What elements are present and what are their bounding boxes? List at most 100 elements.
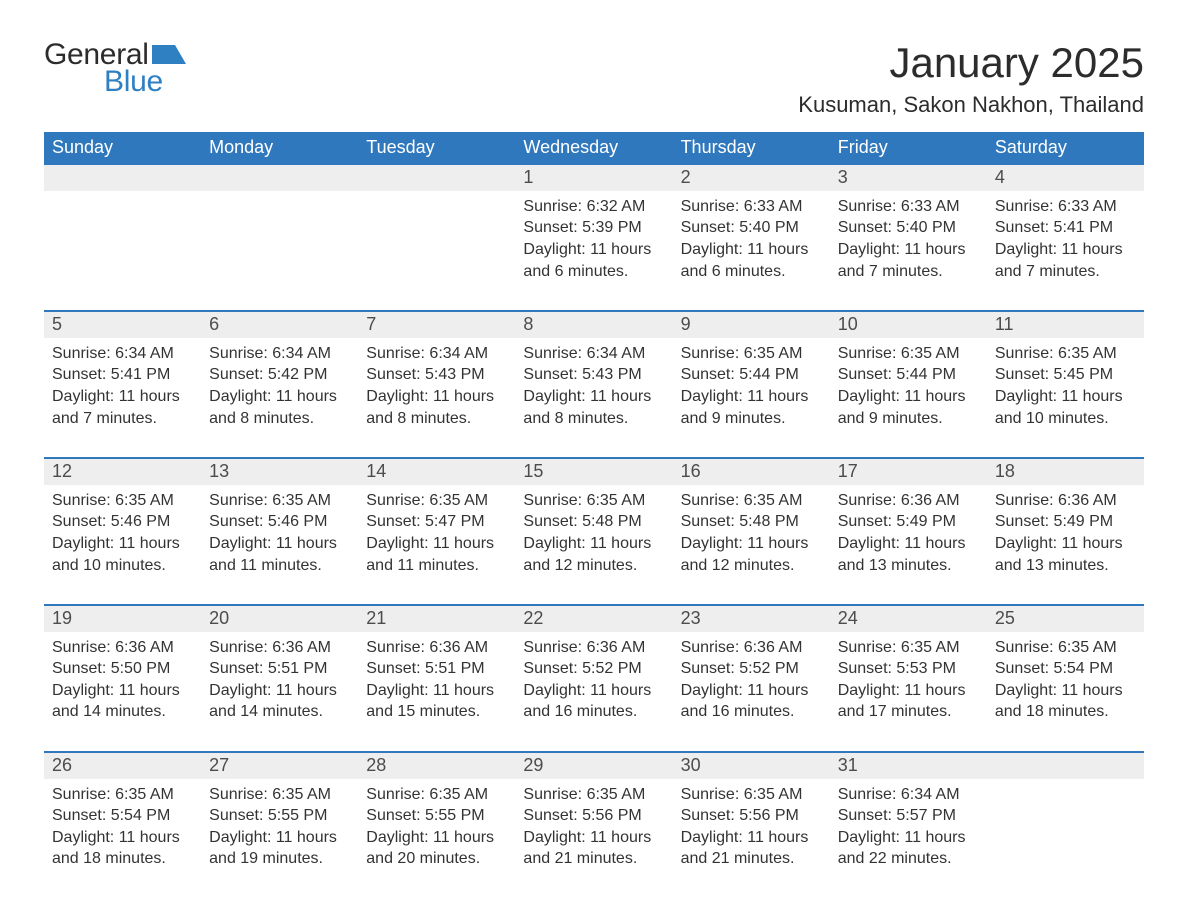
day-detail-cell: Sunrise: 6:35 AMSunset: 5:46 PMDaylight:… xyxy=(44,485,201,605)
brand-name-2: Blue xyxy=(104,67,186,97)
day-detail-row: Sunrise: 6:35 AMSunset: 5:54 PMDaylight:… xyxy=(44,779,1144,878)
day-number-cell: 23 xyxy=(673,605,830,632)
day-number-cell xyxy=(44,164,201,191)
day-detail-line: Sunset: 5:49 PM xyxy=(838,511,979,533)
day-detail-line: Sunset: 5:46 PM xyxy=(209,511,350,533)
day-number-cell xyxy=(358,164,515,191)
day-number-cell: 30 xyxy=(673,752,830,779)
day-detail-line: Sunset: 5:54 PM xyxy=(52,805,193,827)
day-detail-line: Sunrise: 6:35 AM xyxy=(681,784,822,806)
day-detail-cell: Sunrise: 6:36 AMSunset: 5:50 PMDaylight:… xyxy=(44,632,201,752)
day-detail-cell: Sunrise: 6:32 AMSunset: 5:39 PMDaylight:… xyxy=(515,191,672,311)
day-detail-cell: Sunrise: 6:34 AMSunset: 5:41 PMDaylight:… xyxy=(44,338,201,458)
day-number-row: 262728293031 xyxy=(44,752,1144,779)
day-number-cell: 10 xyxy=(830,311,987,338)
day-detail-line: Daylight: 11 hours and 21 minutes. xyxy=(523,827,664,870)
day-detail-cell xyxy=(201,191,358,311)
day-detail-line: Sunrise: 6:35 AM xyxy=(52,784,193,806)
day-detail-row: Sunrise: 6:34 AMSunset: 5:41 PMDaylight:… xyxy=(44,338,1144,458)
day-detail-line: Daylight: 11 hours and 12 minutes. xyxy=(523,533,664,576)
day-detail-line: Daylight: 11 hours and 9 minutes. xyxy=(681,386,822,429)
day-detail-line: Daylight: 11 hours and 6 minutes. xyxy=(523,239,664,282)
day-number-cell: 27 xyxy=(201,752,358,779)
day-number-row: 19202122232425 xyxy=(44,605,1144,632)
day-detail-line: Sunset: 5:50 PM xyxy=(52,658,193,680)
day-detail-line: Sunrise: 6:35 AM xyxy=(366,490,507,512)
day-detail-line: Daylight: 11 hours and 19 minutes. xyxy=(209,827,350,870)
day-detail-line: Sunrise: 6:35 AM xyxy=(523,490,664,512)
day-detail-line: Sunset: 5:40 PM xyxy=(838,217,979,239)
day-detail-line: Sunset: 5:55 PM xyxy=(209,805,350,827)
day-detail-line: Daylight: 11 hours and 17 minutes. xyxy=(838,680,979,723)
day-number-cell: 26 xyxy=(44,752,201,779)
day-detail-line: Daylight: 11 hours and 18 minutes. xyxy=(52,827,193,870)
day-detail-line: Sunset: 5:41 PM xyxy=(52,364,193,386)
day-number-cell: 4 xyxy=(987,164,1144,191)
day-detail-cell: Sunrise: 6:34 AMSunset: 5:42 PMDaylight:… xyxy=(201,338,358,458)
day-detail-line: Sunset: 5:55 PM xyxy=(366,805,507,827)
day-detail-cell: Sunrise: 6:33 AMSunset: 5:40 PMDaylight:… xyxy=(830,191,987,311)
day-detail-row: Sunrise: 6:36 AMSunset: 5:50 PMDaylight:… xyxy=(44,632,1144,752)
day-of-week-header-row: Sunday Monday Tuesday Wednesday Thursday… xyxy=(44,132,1144,164)
day-detail-line: Sunset: 5:52 PM xyxy=(681,658,822,680)
day-detail-line: Sunset: 5:40 PM xyxy=(681,217,822,239)
day-detail-cell: Sunrise: 6:33 AMSunset: 5:40 PMDaylight:… xyxy=(673,191,830,311)
day-detail-line: Daylight: 11 hours and 14 minutes. xyxy=(209,680,350,723)
day-detail-line: Daylight: 11 hours and 9 minutes. xyxy=(838,386,979,429)
day-detail-line: Sunrise: 6:34 AM xyxy=(838,784,979,806)
day-detail-line: Sunrise: 6:36 AM xyxy=(209,637,350,659)
day-detail-line: Daylight: 11 hours and 11 minutes. xyxy=(366,533,507,576)
day-detail-line: Sunrise: 6:34 AM xyxy=(523,343,664,365)
day-detail-cell: Sunrise: 6:35 AMSunset: 5:46 PMDaylight:… xyxy=(201,485,358,605)
dow-header: Friday xyxy=(830,132,987,164)
day-number-row: 12131415161718 xyxy=(44,458,1144,485)
day-number-cell: 2 xyxy=(673,164,830,191)
day-detail-line: Sunset: 5:56 PM xyxy=(681,805,822,827)
day-detail-line: Daylight: 11 hours and 8 minutes. xyxy=(523,386,664,429)
location-subtitle: Kusuman, Sakon Nakhon, Thailand xyxy=(798,92,1144,118)
day-number-cell: 17 xyxy=(830,458,987,485)
day-detail-line: Daylight: 11 hours and 10 minutes. xyxy=(995,386,1136,429)
day-detail-line: Sunrise: 6:34 AM xyxy=(366,343,507,365)
day-detail-line: Sunrise: 6:34 AM xyxy=(52,343,193,365)
day-detail-line: Sunrise: 6:35 AM xyxy=(366,784,507,806)
dow-header: Sunday xyxy=(44,132,201,164)
day-detail-cell: Sunrise: 6:35 AMSunset: 5:55 PMDaylight:… xyxy=(358,779,515,878)
day-detail-line: Daylight: 11 hours and 7 minutes. xyxy=(838,239,979,282)
day-detail-line: Daylight: 11 hours and 7 minutes. xyxy=(995,239,1136,282)
day-detail-line: Sunrise: 6:35 AM xyxy=(838,343,979,365)
day-detail-line: Sunrise: 6:36 AM xyxy=(838,490,979,512)
day-detail-line: Daylight: 11 hours and 15 minutes. xyxy=(366,680,507,723)
day-detail-line: Sunset: 5:41 PM xyxy=(995,217,1136,239)
day-detail-line: Sunrise: 6:35 AM xyxy=(838,637,979,659)
day-detail-cell: Sunrise: 6:36 AMSunset: 5:49 PMDaylight:… xyxy=(987,485,1144,605)
day-detail-line: Daylight: 11 hours and 10 minutes. xyxy=(52,533,193,576)
day-number-cell: 6 xyxy=(201,311,358,338)
day-detail-cell: Sunrise: 6:34 AMSunset: 5:57 PMDaylight:… xyxy=(830,779,987,878)
day-number-cell: 25 xyxy=(987,605,1144,632)
calendar-page: General Blue January 2025 Kusuman, Sakon… xyxy=(0,0,1188,918)
day-detail-line: Sunrise: 6:36 AM xyxy=(681,637,822,659)
day-detail-cell: Sunrise: 6:36 AMSunset: 5:49 PMDaylight:… xyxy=(830,485,987,605)
day-number-cell: 21 xyxy=(358,605,515,632)
day-detail-cell: Sunrise: 6:35 AMSunset: 5:44 PMDaylight:… xyxy=(673,338,830,458)
day-detail-line: Sunset: 5:57 PM xyxy=(838,805,979,827)
day-detail-cell: Sunrise: 6:35 AMSunset: 5:44 PMDaylight:… xyxy=(830,338,987,458)
day-detail-line: Sunset: 5:49 PM xyxy=(995,511,1136,533)
day-detail-line: Sunrise: 6:35 AM xyxy=(52,490,193,512)
day-detail-line: Daylight: 11 hours and 22 minutes. xyxy=(838,827,979,870)
day-detail-line: Sunset: 5:48 PM xyxy=(523,511,664,533)
day-number-cell: 31 xyxy=(830,752,987,779)
day-number-cell: 22 xyxy=(515,605,672,632)
day-detail-line: Daylight: 11 hours and 21 minutes. xyxy=(681,827,822,870)
day-number-cell: 16 xyxy=(673,458,830,485)
day-detail-line: Daylight: 11 hours and 14 minutes. xyxy=(52,680,193,723)
day-number-cell: 9 xyxy=(673,311,830,338)
day-number-cell: 28 xyxy=(358,752,515,779)
day-number-cell xyxy=(987,752,1144,779)
day-detail-line: Daylight: 11 hours and 7 minutes. xyxy=(52,386,193,429)
day-number-row: 567891011 xyxy=(44,311,1144,338)
day-detail-line: Sunset: 5:44 PM xyxy=(681,364,822,386)
day-detail-line: Sunrise: 6:35 AM xyxy=(995,343,1136,365)
day-detail-line: Sunset: 5:56 PM xyxy=(523,805,664,827)
